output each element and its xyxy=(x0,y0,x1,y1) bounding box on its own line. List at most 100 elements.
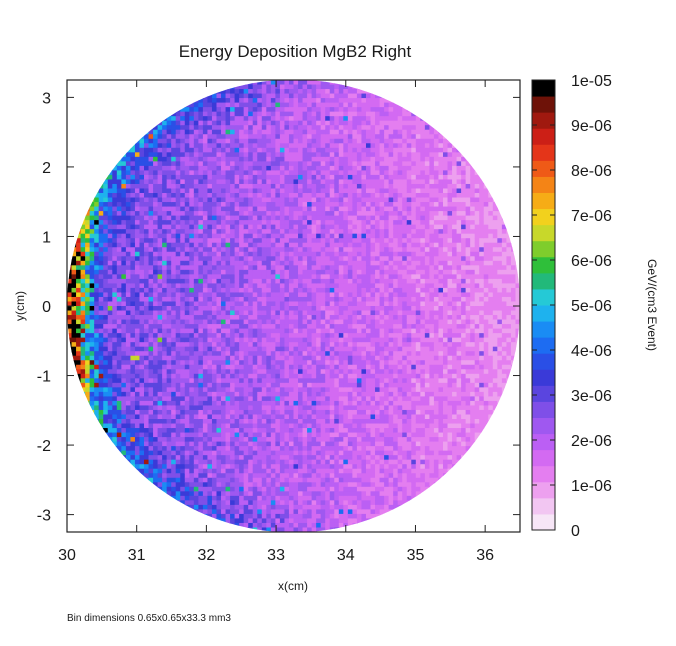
heatmap-cell xyxy=(85,382,91,388)
heatmap-cell xyxy=(230,283,236,289)
heatmap-cell xyxy=(225,509,231,515)
heatmap-cell xyxy=(293,269,299,275)
heatmap-cell xyxy=(202,102,209,108)
heatmap-cell xyxy=(125,278,132,284)
heatmap-cell xyxy=(302,247,308,253)
heatmap-cell xyxy=(266,522,272,529)
heatmap-cell xyxy=(202,292,209,298)
heatmap-cell xyxy=(257,306,263,312)
heatmap-cell xyxy=(202,423,209,429)
heatmap-cell xyxy=(171,215,177,221)
heatmap-cell xyxy=(221,206,227,212)
heatmap-cell xyxy=(234,84,240,90)
heatmap-cell xyxy=(76,342,82,348)
heatmap-cell xyxy=(153,147,159,153)
heatmap-cell xyxy=(221,147,227,153)
heatmap-cell xyxy=(234,432,240,438)
heatmap-cell xyxy=(270,84,276,90)
heatmap-cell xyxy=(134,292,141,298)
heatmap-cell xyxy=(270,446,276,452)
heatmap-cell xyxy=(275,93,281,99)
heatmap-cell xyxy=(279,477,286,483)
heatmap-cell xyxy=(175,152,181,158)
heatmap-cell xyxy=(85,315,91,321)
heatmap-cell xyxy=(257,446,263,452)
heatmap-cell xyxy=(288,125,295,131)
heatmap-cell xyxy=(207,197,213,203)
heatmap-cell xyxy=(94,400,100,407)
heatmap-cell xyxy=(311,342,317,348)
heatmap-cell xyxy=(189,310,195,316)
heatmap-cell xyxy=(243,364,249,370)
heatmap-cell xyxy=(234,134,240,140)
heatmap-cell xyxy=(320,428,326,434)
heatmap-cell xyxy=(230,260,236,266)
heatmap-cell xyxy=(234,120,240,126)
heatmap-cell xyxy=(157,428,163,434)
heatmap-cell xyxy=(302,202,308,208)
heatmap-cell xyxy=(189,486,195,492)
heatmap-cell xyxy=(270,428,276,434)
heatmap-cell xyxy=(116,238,122,244)
heatmap-cell xyxy=(211,147,218,153)
heatmap-cell xyxy=(121,165,127,171)
heatmap-cell xyxy=(148,414,154,420)
heatmap-cell xyxy=(329,450,335,456)
heatmap-cell xyxy=(225,473,231,479)
heatmap-cell xyxy=(116,387,122,393)
heatmap-cell xyxy=(252,89,258,95)
heatmap-cell xyxy=(221,409,227,416)
heatmap-cell xyxy=(266,89,272,95)
heatmap-cell xyxy=(288,328,295,334)
heatmap-cell xyxy=(311,486,317,492)
heatmap-cell xyxy=(261,296,267,303)
heatmap-cell xyxy=(221,378,227,384)
heatmap-cell xyxy=(103,296,109,303)
heatmap-cell xyxy=(284,491,290,497)
heatmap-cell xyxy=(311,98,317,104)
heatmap-cell xyxy=(221,301,227,307)
heatmap-cell xyxy=(171,455,177,461)
heatmap-cell xyxy=(325,364,331,370)
heatmap-cell xyxy=(76,301,82,307)
heatmap-cell xyxy=(248,215,254,221)
heatmap-cell xyxy=(125,188,132,194)
heatmap-cell xyxy=(257,400,263,407)
heatmap-cell xyxy=(307,428,313,434)
heatmap-cell xyxy=(112,220,118,226)
heatmap-cell xyxy=(248,238,254,244)
heatmap-cell xyxy=(148,143,154,149)
heatmap-cell xyxy=(189,161,195,167)
heatmap-cell xyxy=(180,238,186,244)
heatmap-cell xyxy=(103,360,109,366)
heatmap-cell xyxy=(325,188,331,194)
heatmap-cell xyxy=(248,400,254,407)
heatmap-cell xyxy=(221,111,227,117)
heatmap-cell xyxy=(288,98,295,104)
heatmap-cell xyxy=(302,206,308,212)
heatmap-cell xyxy=(98,301,104,307)
heatmap-cell xyxy=(153,328,159,334)
heatmap-cell xyxy=(103,400,109,407)
heatmap-cell xyxy=(76,315,82,321)
heatmap-cell xyxy=(107,396,113,402)
heatmap-cell xyxy=(175,400,181,407)
heatmap-cell xyxy=(320,107,326,113)
heatmap-cell xyxy=(239,306,245,312)
heatmap-cell xyxy=(80,229,86,235)
heatmap-cell xyxy=(116,215,122,221)
heatmap-cell xyxy=(298,432,304,438)
heatmap-cell xyxy=(166,414,172,420)
heatmap-cell xyxy=(216,211,222,217)
heatmap-cell xyxy=(257,287,263,294)
heatmap-cell xyxy=(153,134,159,140)
heatmap-cell xyxy=(139,468,145,474)
heatmap-cell xyxy=(270,134,276,140)
heatmap-cell xyxy=(243,337,249,343)
heatmap-cell xyxy=(307,491,313,497)
heatmap-cell xyxy=(288,409,295,416)
heatmap-cell xyxy=(275,446,281,452)
heatmap-cell xyxy=(257,134,263,140)
heatmap-cell xyxy=(211,455,218,461)
heatmap-cell xyxy=(225,477,231,483)
